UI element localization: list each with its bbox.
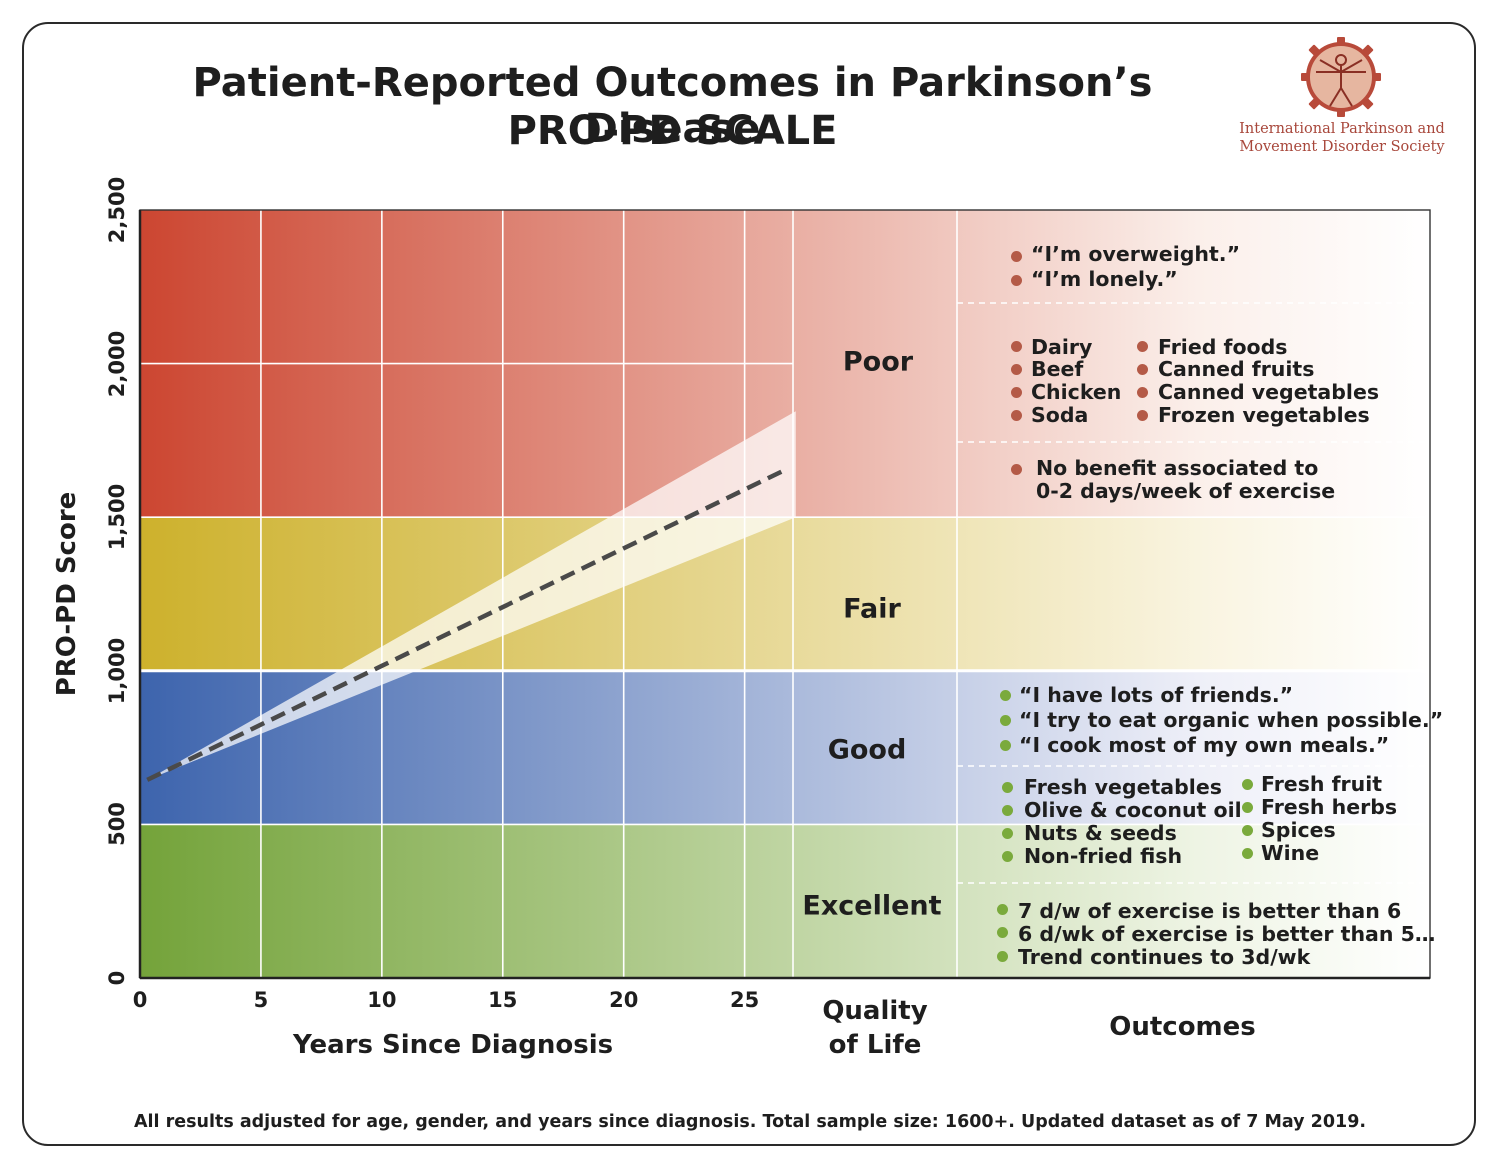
food-item: Chicken <box>1031 380 1122 404</box>
food-item: Canned vegetables <box>1158 380 1380 404</box>
bullet-icon <box>1011 410 1022 421</box>
food-item: Fresh vegetables <box>1024 775 1222 799</box>
bullet-icon <box>997 951 1008 962</box>
x-tick-label: 25 <box>730 988 760 1012</box>
food-item: Fresh fruit <box>1261 772 1383 796</box>
exercise-note: Trend continues to 3d/wk <box>1018 945 1311 969</box>
food-item: Frozen vegetables <box>1158 403 1370 427</box>
y-tick-label: 1,500 <box>105 483 129 551</box>
food-item: Spices <box>1261 818 1336 842</box>
bullet-icon <box>1242 802 1253 813</box>
food-item: Non-fried fish <box>1024 844 1183 868</box>
bullet-icon <box>1000 690 1011 701</box>
bullet-icon <box>1242 825 1253 836</box>
page-subtitle: PRO-PD SCALE <box>507 108 838 154</box>
food-item: Nuts & seeds <box>1024 821 1177 845</box>
food-item: Beef <box>1031 357 1084 381</box>
bullet-icon <box>1011 341 1022 352</box>
bullet-icon <box>997 904 1008 915</box>
footnote: All results adjusted for age, gender, an… <box>133 1112 1367 1132</box>
x-tick-label: 20 <box>609 988 639 1012</box>
food-item: Olive & coconut oil <box>1024 798 1242 822</box>
exercise-note: 0-2 days/week of exercise <box>1036 479 1336 503</box>
bullet-icon <box>997 927 1008 938</box>
band-excellent <box>140 824 1430 978</box>
bullet-icon <box>1000 740 1011 751</box>
bullet-icon <box>1137 364 1148 375</box>
vitruvian-man-gear-icon <box>1301 37 1381 117</box>
quality-label-poor: Poor <box>842 346 914 378</box>
quality-label-good: Good <box>827 734 907 766</box>
food-item: Fresh herbs <box>1261 795 1398 819</box>
exercise-note: No benefit associated to <box>1036 456 1319 480</box>
y-tick-label: 2,000 <box>105 330 129 397</box>
bullet-icon <box>1011 387 1022 398</box>
bullet-icon <box>1137 387 1148 398</box>
outcome-quote: “I’m overweight.” <box>1031 242 1241 266</box>
bullet-icon <box>1011 464 1022 475</box>
x-tick-label: 0 <box>132 988 148 1012</box>
quality-label-fair: Fair <box>843 593 901 625</box>
page-title: Patient-Reported Outcomes in Parkinson’s… <box>192 60 1153 152</box>
band-fair <box>140 517 1430 671</box>
y-tick-label: 0 <box>105 970 129 986</box>
x-tick-label: 15 <box>488 988 518 1012</box>
food-item: Canned fruits <box>1158 357 1315 381</box>
outcome-quote: “I cook most of my own meals.” <box>1019 733 1390 757</box>
bullet-icon <box>1242 779 1253 790</box>
bullet-icon <box>1002 782 1013 793</box>
bullet-icon <box>1002 805 1013 816</box>
bullet-icon <box>1002 828 1013 839</box>
confidence-band <box>147 411 796 780</box>
quality-of-life-axis-title: Quality of Life <box>822 996 928 1060</box>
y-tick-label: 500 <box>105 802 129 847</box>
y-axis-title: PRO-PD Score <box>52 491 82 697</box>
bullet-icon <box>1242 848 1253 859</box>
y-tick-label: 1,000 <box>105 637 129 705</box>
x-tick-label: 10 <box>367 988 397 1012</box>
x-axis-title: Years Since Diagnosis <box>293 1030 614 1060</box>
exercise-note: 6 d/wk of exercise is better than 5… <box>1018 922 1436 946</box>
exercise-note: 7 d/w of exercise is better than 6 <box>1018 899 1402 923</box>
organization-name: International Parkinson and Movement Dis… <box>1239 121 1445 155</box>
food-item: Dairy <box>1031 335 1093 359</box>
bullet-icon <box>1000 715 1011 726</box>
bullet-icon <box>1002 851 1013 862</box>
bullet-icon <box>1011 275 1022 286</box>
bullet-icon <box>1011 364 1022 375</box>
y-tick-label: 2,500 <box>105 176 129 244</box>
poster-frame <box>22 22 1476 1146</box>
food-item: Wine <box>1261 841 1320 865</box>
food-item: Fried foods <box>1158 335 1288 359</box>
outcome-quote: “I have lots of friends.” <box>1019 683 1294 707</box>
band-good <box>140 670 1430 825</box>
bullet-icon <box>1137 341 1148 352</box>
bullet-icon <box>1011 251 1022 262</box>
outcomes-axis-title: Outcomes <box>1109 1012 1256 1042</box>
outcome-quote: “I’m lonely.” <box>1031 267 1178 291</box>
quality-label-excellent: Excellent <box>802 890 942 922</box>
trend-line <box>146 467 787 782</box>
food-item: Soda <box>1031 403 1089 427</box>
bullet-icon <box>1137 410 1148 421</box>
outcome-quote: “I try to eat organic when possible.” <box>1019 708 1444 732</box>
x-tick-label: 5 <box>253 988 269 1012</box>
